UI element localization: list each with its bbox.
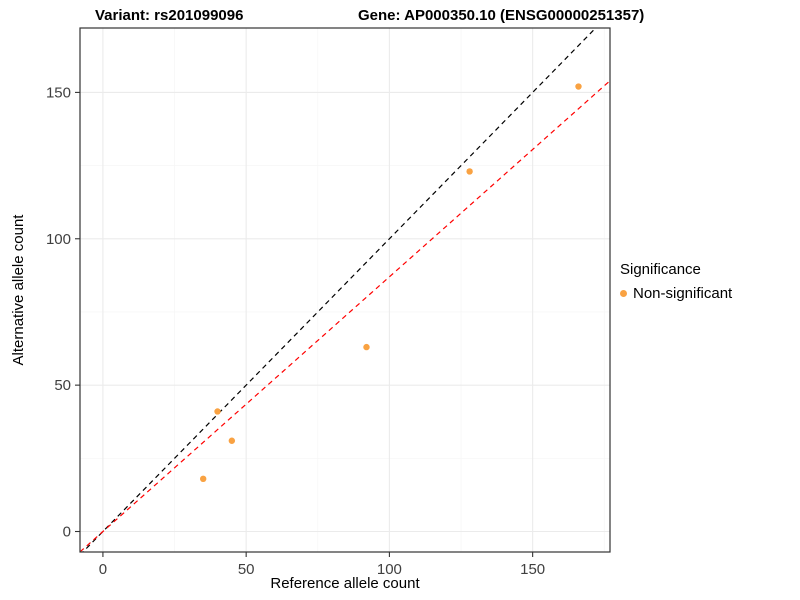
x-axis-label: Reference allele count — [270, 575, 420, 592]
svg-text:100: 100 — [46, 231, 71, 248]
svg-text:150: 150 — [46, 84, 71, 101]
y-axis-label: Alternative allele count — [10, 214, 27, 366]
svg-text:50: 50 — [238, 561, 255, 578]
legend: Significance Non-significant — [620, 261, 732, 302]
legend-title: Significance — [620, 261, 701, 278]
legend-point-icon — [620, 290, 627, 297]
plot-title-gene: Gene: AP000350.10 (ENSG00000251357) — [358, 7, 645, 24]
svg-text:100: 100 — [377, 561, 402, 578]
svg-text:0: 0 — [99, 561, 107, 578]
plot-title-variant: Variant: rs201099096 — [95, 7, 244, 24]
legend-item-label: Non-significant — [633, 285, 733, 302]
svg-text:50: 50 — [54, 377, 71, 394]
svg-text:0: 0 — [63, 524, 71, 541]
legend-item-non-significant: Non-significant — [620, 285, 732, 302]
svg-text:150: 150 — [520, 561, 545, 578]
